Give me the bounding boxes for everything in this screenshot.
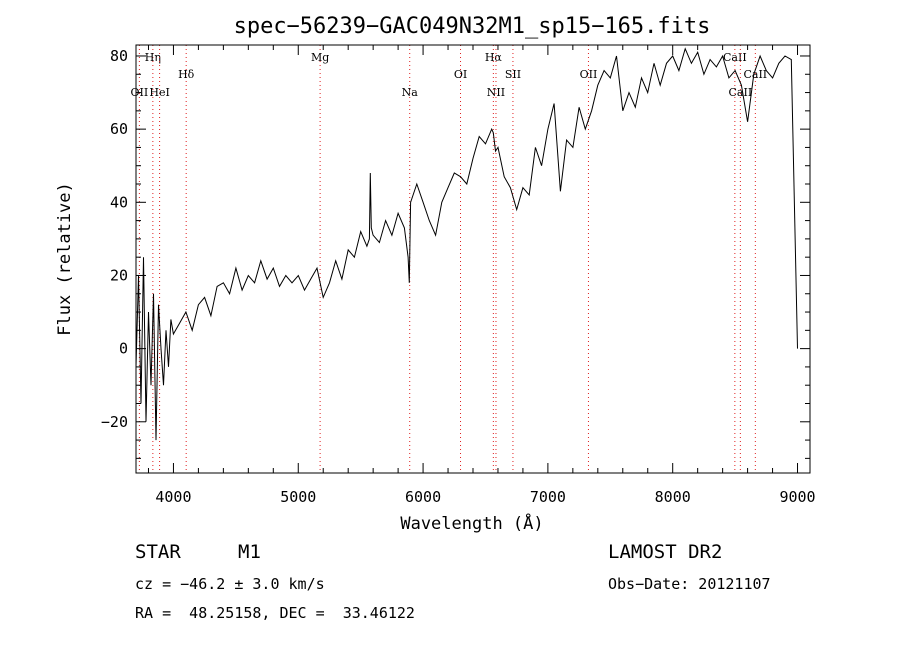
line-label-9: SII bbox=[505, 68, 521, 81]
axis-tick-labels: 4000 5000 6000 7000 8000 9000 −20 0 20 40 60 80 bbox=[101, 47, 816, 506]
line-label-6: OI bbox=[454, 68, 467, 81]
line-label-11: CaII bbox=[723, 51, 747, 64]
line-label-4: Mg bbox=[311, 51, 329, 64]
line-label-7: Hα bbox=[485, 51, 503, 64]
sky-coordinates: RA = 48.25158, DEC = 33.46122 bbox=[135, 604, 415, 622]
x-tick-label-3: 7000 bbox=[530, 488, 566, 506]
line-label-10: OII bbox=[580, 68, 598, 81]
spectrum-line bbox=[135, 47, 798, 441]
x-axis-label: Wavelength (Å) bbox=[400, 512, 543, 534]
line-label-12: CaII bbox=[729, 86, 753, 99]
x-tick-label-5: 9000 bbox=[779, 488, 815, 506]
y-tick-label-0: −20 bbox=[101, 413, 128, 431]
axis-ticks bbox=[136, 45, 810, 473]
chart-title: spec−56239−GAC049N32M1_sp15−165.fits bbox=[234, 14, 711, 39]
y-tick-label-4: 60 bbox=[110, 120, 128, 138]
survey-name: LAMOST DR2 bbox=[608, 541, 723, 563]
object-subclass: M1 bbox=[238, 541, 261, 563]
line-label-3: Hδ bbox=[178, 68, 195, 81]
y-tick-label-2: 20 bbox=[110, 266, 128, 284]
line-label-5: Na bbox=[402, 86, 419, 99]
x-tick-label-2: 6000 bbox=[405, 488, 441, 506]
y-tick-label-1: 0 bbox=[119, 340, 128, 358]
line-label-2: HeI bbox=[149, 86, 169, 99]
plot-frame bbox=[135, 44, 811, 474]
redshift-velocity: cz = −46.2 ± 3.0 km/s bbox=[135, 575, 325, 593]
object-class: STAR bbox=[135, 541, 181, 563]
y-axis-label: Flux (relative) bbox=[55, 182, 75, 336]
x-tick-label-1: 5000 bbox=[280, 488, 316, 506]
line-label-13: CaII bbox=[743, 68, 767, 81]
observation-date: Obs−Date: 20121107 bbox=[608, 575, 771, 593]
x-tick-label-4: 8000 bbox=[655, 488, 691, 506]
x-tick-label-0: 4000 bbox=[155, 488, 191, 506]
y-tick-label-5: 80 bbox=[110, 47, 128, 65]
line-label-8: NII bbox=[487, 86, 505, 99]
line-label-0: Hη bbox=[145, 51, 161, 64]
y-tick-label-3: 40 bbox=[110, 193, 128, 211]
